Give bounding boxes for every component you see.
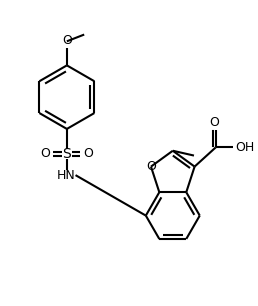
Text: O: O bbox=[62, 34, 72, 47]
Text: O: O bbox=[41, 147, 51, 160]
Text: HN: HN bbox=[57, 169, 75, 182]
Text: O: O bbox=[146, 160, 156, 173]
Text: S: S bbox=[62, 147, 71, 161]
Text: O: O bbox=[83, 147, 93, 160]
Text: O: O bbox=[209, 116, 219, 129]
Text: OH: OH bbox=[235, 141, 254, 154]
